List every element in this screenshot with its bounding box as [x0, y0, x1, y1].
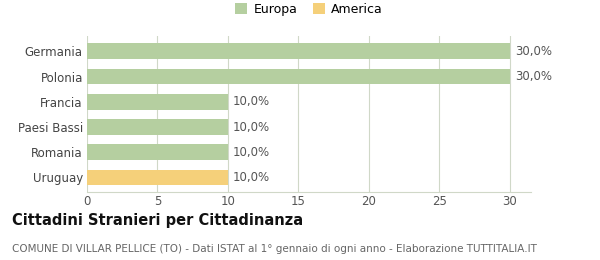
Bar	[87, 170, 228, 185]
Text: 10,0%: 10,0%	[233, 146, 270, 159]
Text: 30,0%: 30,0%	[515, 70, 552, 83]
Text: COMUNE DI VILLAR PELLICE (TO) - Dati ISTAT al 1° gennaio di ogni anno - Elaboraz: COMUNE DI VILLAR PELLICE (TO) - Dati IST…	[12, 244, 537, 254]
Bar	[87, 43, 510, 59]
Text: 10,0%: 10,0%	[233, 95, 270, 108]
Bar	[87, 94, 228, 110]
Bar	[87, 119, 228, 135]
Text: 30,0%: 30,0%	[515, 45, 552, 58]
Bar	[87, 144, 228, 160]
Legend: Europa, America: Europa, America	[231, 0, 387, 20]
Text: 10,0%: 10,0%	[233, 171, 270, 184]
Text: Cittadini Stranieri per Cittadinanza: Cittadini Stranieri per Cittadinanza	[12, 213, 303, 228]
Text: 10,0%: 10,0%	[233, 121, 270, 134]
Bar	[87, 69, 510, 84]
